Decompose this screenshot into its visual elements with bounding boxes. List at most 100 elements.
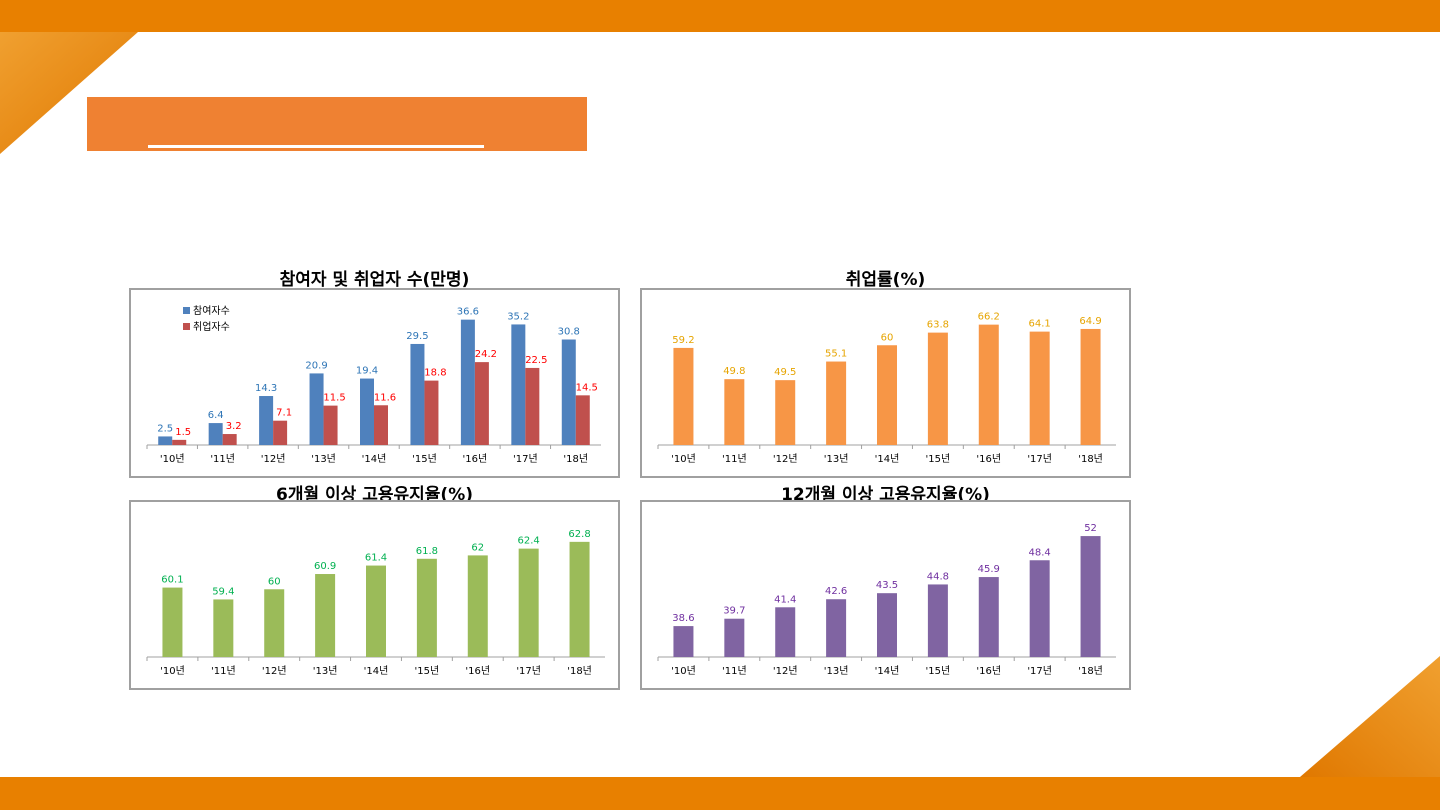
bar <box>1029 331 1050 445</box>
data-label: 61.8 <box>416 546 438 557</box>
bar <box>575 395 590 445</box>
chart-title-participants: 참여자 및 취업자 수(만명) <box>279 270 470 290</box>
bar <box>323 405 338 445</box>
data-label: 52 <box>1084 523 1097 534</box>
x-tick-label: '15년 <box>415 665 440 677</box>
bar <box>511 324 526 445</box>
data-label: 49.5 <box>774 367 796 378</box>
x-tick-label: '16년 <box>976 665 1001 677</box>
data-label: 14.3 <box>255 383 277 394</box>
x-tick-label: '14년 <box>875 453 900 465</box>
data-label: 29.5 <box>406 331 428 342</box>
data-label: 20.9 <box>305 360 327 371</box>
legend-swatch <box>183 307 190 314</box>
data-label: 60 <box>268 576 281 587</box>
chart-6month-retention: '10년 60.1 '11년 59.4 '12년 60 '13년 60.9 '14년 61.4 '1… <box>129 500 620 690</box>
x-tick-label: '12년 <box>773 665 798 677</box>
x-tick-label: '11년 <box>210 453 235 465</box>
data-label: 66.2 <box>978 312 1000 323</box>
bar <box>360 378 374 445</box>
bar <box>673 626 694 657</box>
x-tick-label: '10년 <box>671 453 696 465</box>
data-label: 64.1 <box>1029 319 1051 330</box>
data-label: 1.5 <box>175 427 191 438</box>
x-tick-label: '16년 <box>976 453 1001 465</box>
x-tick-label: '10년 <box>160 453 185 465</box>
bar <box>424 380 439 445</box>
top-accent-bar <box>0 0 1440 32</box>
data-label: 60.1 <box>161 575 183 586</box>
bar <box>309 373 324 445</box>
data-label: 59.2 <box>672 335 694 346</box>
data-label: 61.4 <box>365 553 387 564</box>
bar <box>213 599 234 657</box>
x-tick-label: '10년 <box>160 665 185 677</box>
chart-employment-rate: '10년 59.2 '11년 49.8 '12년 49.5 '13년 55.1 '14년 60 '1… <box>640 288 1131 478</box>
bar <box>877 345 897 445</box>
data-label: 48.4 <box>1029 547 1051 558</box>
data-label: 59.4 <box>212 586 234 597</box>
bar <box>518 548 539 657</box>
chart-title-employment-rate: 취업률(%) <box>845 270 926 290</box>
chart-12month-retention: '10년 38.6 '11년 39.7 '12년 41.4 '13년 42.6 '14년 43.5… <box>640 500 1131 690</box>
bar <box>927 332 948 445</box>
x-tick-label: '15년 <box>926 665 951 677</box>
data-label: 11.6 <box>374 392 396 403</box>
x-tick-label: '10년 <box>671 665 696 677</box>
x-tick-label: '17년 <box>1027 453 1052 465</box>
x-tick-label: '11년 <box>722 665 747 677</box>
bar <box>374 405 388 445</box>
bar <box>460 319 475 445</box>
bar <box>259 396 274 445</box>
data-label: 45.9 <box>978 564 1000 575</box>
data-label: 62 <box>471 542 484 553</box>
chart-participants-employed: '10년 2.5 1.5 '11년 6.4 3.2 '12년 14.3 7.1 '13년 20.9 1… <box>129 288 620 478</box>
x-tick-label: '12년 <box>261 453 286 465</box>
bar <box>273 420 288 445</box>
data-label: 62.8 <box>568 529 590 540</box>
x-tick-label: '18년 <box>567 665 592 677</box>
data-label: 14.5 <box>576 382 598 393</box>
data-label: 60.9 <box>314 561 336 572</box>
data-label: 3.2 <box>226 421 242 432</box>
bar <box>416 558 437 657</box>
bar <box>222 434 237 445</box>
bar <box>877 593 897 657</box>
bar <box>724 379 745 445</box>
data-label: 38.6 <box>672 613 694 624</box>
bar <box>410 343 425 445</box>
x-tick-label: '17년 <box>1027 665 1052 677</box>
x-tick-label: '12년 <box>262 665 287 677</box>
data-label: 62.4 <box>518 536 540 547</box>
top-left-corner-decoration <box>0 32 138 154</box>
bar <box>264 589 285 657</box>
x-tick-label: '13년 <box>824 453 849 465</box>
bottom-accent-bar <box>0 777 1440 810</box>
bar <box>208 423 223 445</box>
data-label: 19.4 <box>356 366 378 377</box>
x-tick-label: '18년 <box>1078 453 1103 465</box>
x-tick-label: '13년 <box>824 665 849 677</box>
x-tick-label: '13년 <box>311 453 336 465</box>
data-label: 18.8 <box>424 368 446 379</box>
bar <box>569 541 590 657</box>
bar <box>158 436 173 445</box>
x-tick-label: '11년 <box>211 665 236 677</box>
data-label: 49.8 <box>723 366 745 377</box>
bar <box>826 361 847 445</box>
data-label: 7.1 <box>276 408 292 419</box>
data-label: 55.1 <box>825 349 847 360</box>
x-tick-label: '18년 <box>563 453 588 465</box>
x-tick-label: '13년 <box>313 665 338 677</box>
legend-label: 참여자수 <box>193 305 230 317</box>
data-label: 35.2 <box>507 311 529 322</box>
x-tick-label: '17년 <box>516 665 541 677</box>
bar <box>366 565 386 657</box>
data-label: 30.8 <box>558 327 580 338</box>
data-label: 2.5 <box>157 423 173 434</box>
bar <box>525 367 540 445</box>
bar <box>775 380 796 445</box>
bar <box>172 439 187 445</box>
bar <box>1029 560 1050 657</box>
data-label: 6.4 <box>208 410 224 421</box>
